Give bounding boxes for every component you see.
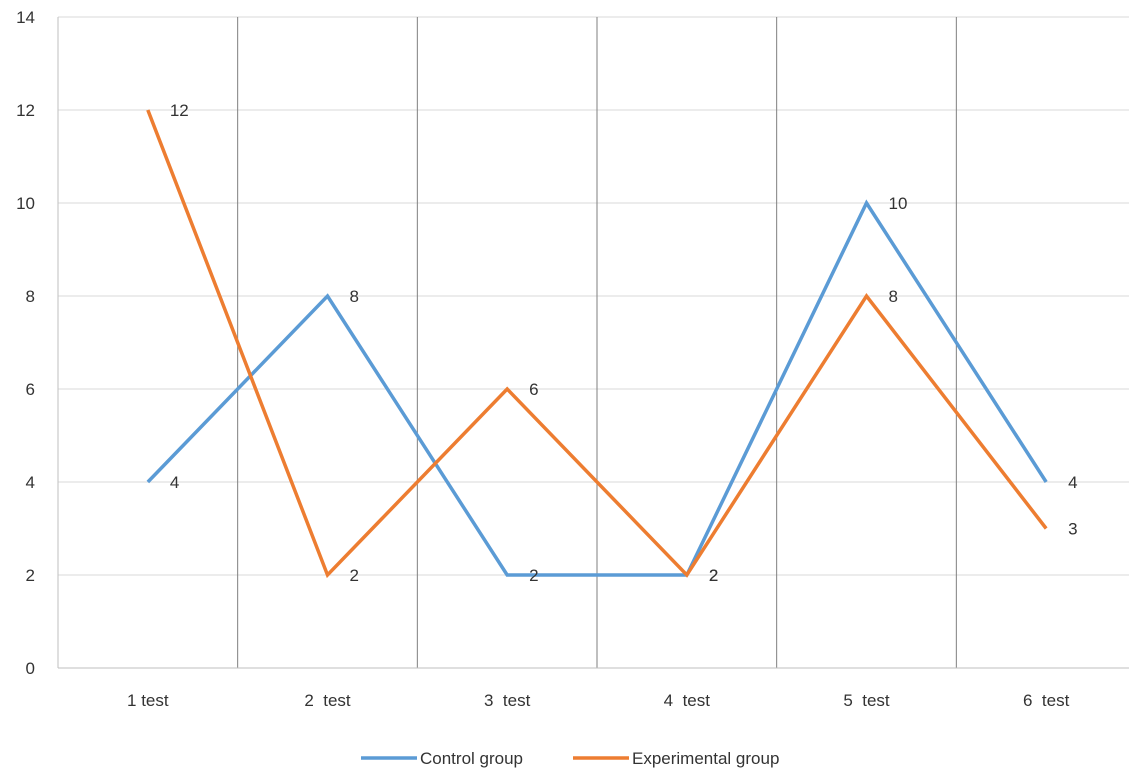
legend: Control group Experimental group <box>361 749 779 768</box>
data-label: 4 <box>170 473 179 492</box>
legend-label-experimental: Experimental group <box>632 749 779 768</box>
y-tick-label: 10 <box>16 194 35 213</box>
x-tick-label: 6 test <box>1023 691 1070 710</box>
y-tick-label: 12 <box>16 101 35 120</box>
y-tick-label: 8 <box>26 287 35 306</box>
x-tick-label: 4 test <box>664 691 711 710</box>
data-label: 12 <box>170 101 189 120</box>
data-label: 2 <box>709 566 718 585</box>
legend-label-control: Control group <box>420 749 523 768</box>
data-label: 2 <box>350 566 359 585</box>
data-label: 6 <box>529 380 538 399</box>
data-label: 8 <box>350 287 359 306</box>
x-tick-label: 2 test <box>304 691 351 710</box>
y-axis-ticks: 0 2 4 6 8 10 12 14 <box>16 8 35 678</box>
data-label: 10 <box>889 194 908 213</box>
y-tick-label: 0 <box>26 659 35 678</box>
data-label: 2 <box>709 566 718 585</box>
y-tick-label: 6 <box>26 380 35 399</box>
y-tick-label: 14 <box>16 8 35 27</box>
x-axis-ticks: 1 test 2 test 3 test 4 test 5 test 6 test <box>127 691 1070 710</box>
y-tick-label: 4 <box>26 473 35 492</box>
y-tick-label: 2 <box>26 566 35 585</box>
x-tick-label: 3 test <box>484 691 531 710</box>
data-label: 8 <box>889 287 898 306</box>
series-line-experimental <box>146 109 1048 579</box>
vertical-gridlines <box>57 17 957 668</box>
data-label: 2 <box>529 566 538 585</box>
data-label: 3 <box>1068 520 1077 539</box>
data-label: 4 <box>1068 473 1077 492</box>
x-tick-label: 5 test <box>843 691 890 710</box>
series-line-control <box>146 199 1048 577</box>
series-lines <box>146 109 1048 579</box>
x-tick-label: 1 test <box>127 691 169 710</box>
